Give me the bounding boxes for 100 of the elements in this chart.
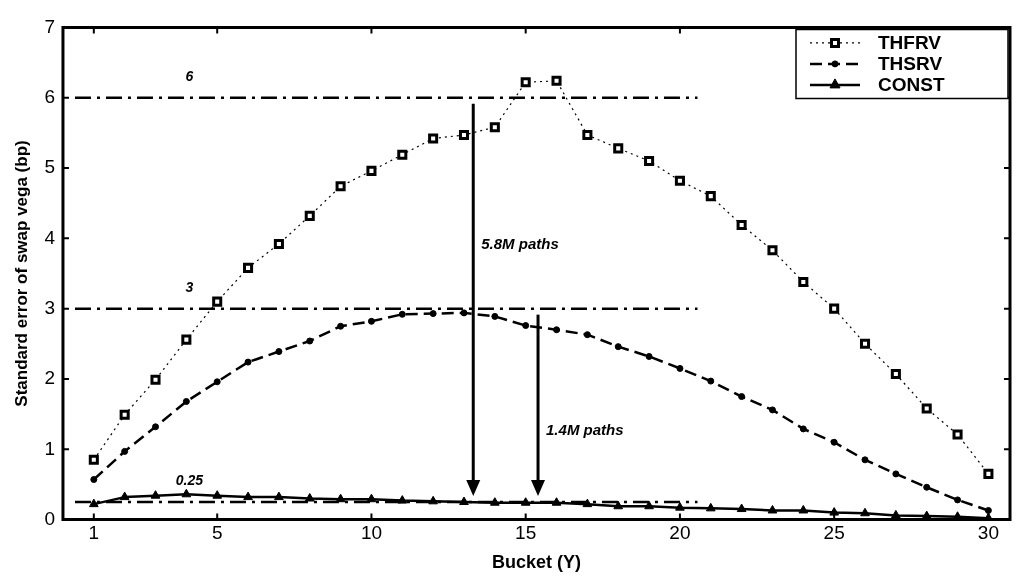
point [891,509,901,519]
point [397,495,408,504]
point [830,438,838,446]
point [458,129,470,141]
point [738,393,746,401]
y-tick-label: 2 [44,367,55,389]
point [674,175,685,186]
x-tick-label: 10 [360,522,383,544]
point [645,352,653,360]
point [644,500,654,510]
x-tick-label: 5 [211,522,223,544]
point [768,406,776,414]
point [490,497,500,506]
y-tick-label: 6 [44,85,55,107]
point [88,498,99,508]
point [520,497,531,506]
point [583,331,591,339]
point [366,493,377,503]
x-tick-label: 30 [977,522,999,544]
point [489,122,500,133]
point [614,343,622,351]
y-tick-label: 4 [44,226,56,248]
point [921,403,932,414]
point [150,374,161,385]
point [553,326,561,334]
point [705,191,716,202]
point [119,491,130,501]
x-tick-label: 25 [823,522,845,544]
y-tick-label: 5 [44,156,55,178]
legend-label: THFRV [878,32,942,54]
point [644,155,655,167]
point [398,310,406,318]
x-tick-label: 1 [88,522,100,544]
point [304,210,315,221]
y-tick-label: 7 [44,15,55,37]
point [983,468,994,479]
point [367,317,375,325]
point [88,454,99,465]
point [428,133,439,144]
point [491,312,499,320]
point [861,456,869,464]
point [213,378,221,386]
point [767,245,778,256]
point [459,496,469,506]
point [275,348,283,356]
point [859,338,871,349]
point [767,504,778,514]
point [613,500,624,510]
annotation: 1.4M paths [546,420,624,438]
point [798,276,809,287]
point [273,238,284,249]
point [736,503,747,513]
point [212,490,223,499]
point [923,483,931,491]
point [952,429,963,440]
point [799,425,807,433]
point [707,377,715,385]
point [182,397,190,405]
point [829,303,840,314]
point [613,143,624,154]
point [337,322,345,330]
point [890,369,901,380]
point [551,75,562,86]
y-tick-label: 0 [44,507,55,529]
point [181,488,192,498]
point [121,447,129,455]
point [335,181,346,192]
point [306,337,314,345]
x-axis-title: Bucket (Y) [491,552,581,573]
point [181,334,192,345]
point [520,77,531,88]
x-tick-label: 15 [515,522,537,544]
ref-line-label: 0.25 [175,471,204,488]
point [892,470,900,478]
legend-label: THSRV [878,53,943,75]
ref-line-label: 6 [185,67,194,84]
x-tick-label: 20 [669,522,691,544]
point [366,165,377,176]
y-tick-label: 3 [44,296,55,318]
point [429,310,437,318]
point [582,498,593,508]
point [829,507,839,516]
point [119,409,130,420]
point [705,502,716,512]
point [954,496,962,504]
point [984,506,992,514]
y-axis-title: Standard error of swap vega (bp) [11,140,31,407]
point [736,219,747,231]
legend-label: CONST [878,74,945,96]
point [90,476,98,484]
point [860,507,870,517]
point [150,490,161,499]
point [274,491,284,501]
point [243,262,254,273]
point [582,129,593,141]
y-tick-label: 1 [44,437,55,459]
point [335,493,346,503]
point [676,364,684,372]
point [522,322,530,330]
point [397,149,408,160]
